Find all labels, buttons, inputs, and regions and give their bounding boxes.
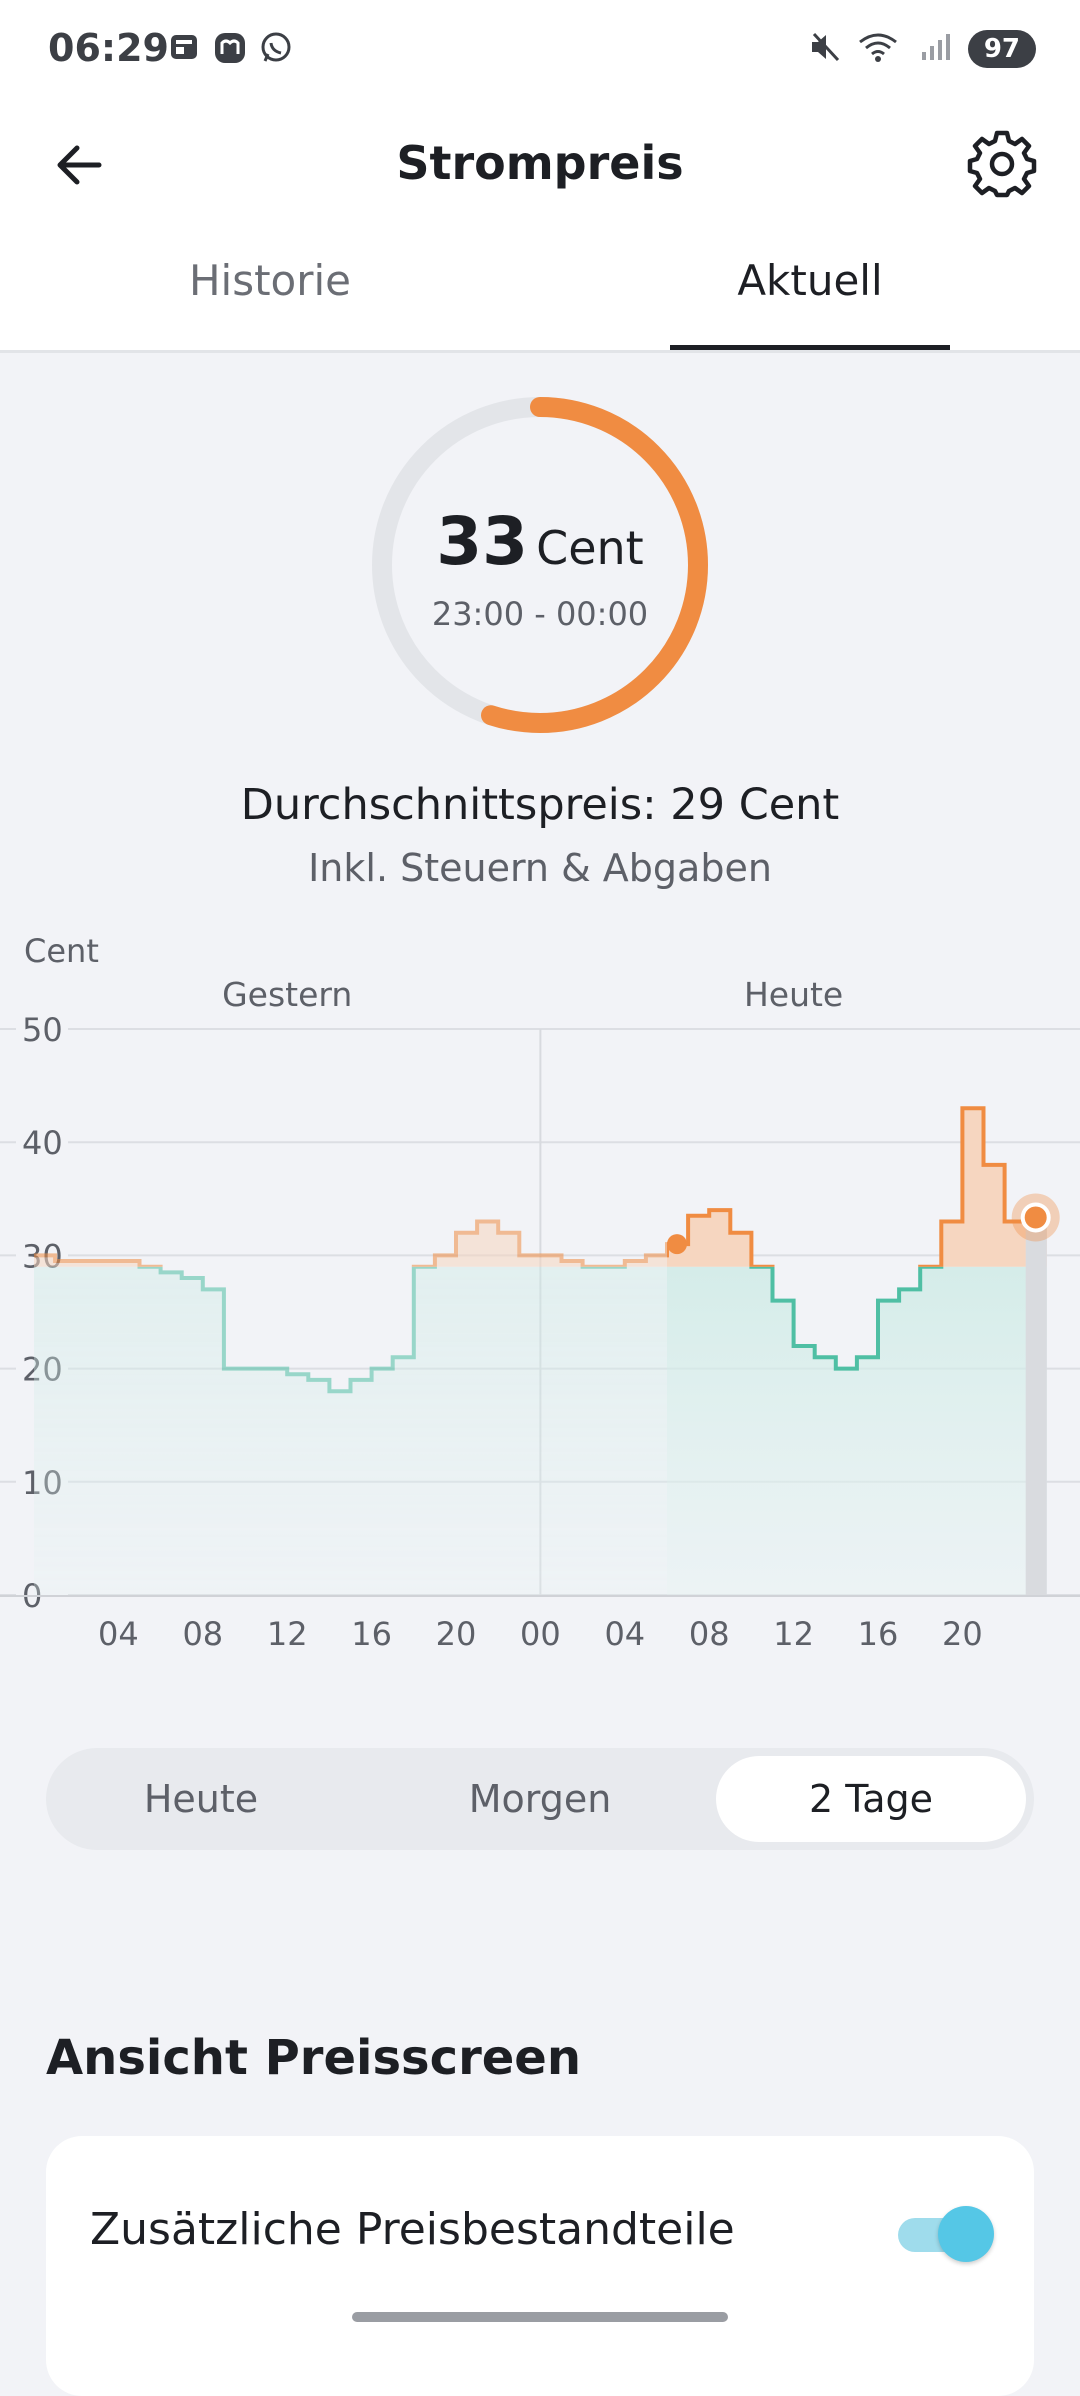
signal-icon — [918, 30, 952, 68]
x-tick-label: 08 — [182, 1615, 223, 1653]
status-bar: 06:29 97 — [0, 0, 1080, 100]
current-price-time: 23:00 - 00:00 — [431, 595, 649, 633]
x-tick-label: 20 — [436, 1615, 477, 1653]
range-option-2-tage[interactable]: 2 Tage — [716, 1756, 1026, 1842]
status-time: 06:29 — [48, 26, 169, 70]
range-selector: Heute Morgen 2 Tage — [46, 1748, 1034, 1850]
x-tick-label: 16 — [351, 1615, 392, 1653]
gear-icon — [967, 130, 1037, 198]
window-start-marker — [667, 1234, 687, 1255]
x-tick-label: 08 — [689, 1615, 730, 1653]
news-icon — [168, 30, 202, 70]
range-option-morgen[interactable]: Morgen — [468, 1777, 612, 1821]
current-area — [667, 1106, 1047, 1595]
settings-card: Zusätzliche Preisbestandteile — [46, 2136, 1034, 2396]
page-title: Strompreis — [396, 136, 684, 190]
x-tick-label: 20 — [942, 1615, 983, 1653]
chart-y-unit: Cent — [24, 932, 99, 970]
current-price-gauge: 33 Cent 23:00 - 00:00 — [370, 395, 710, 735]
tab-aktuell[interactable]: Aktuell — [737, 256, 883, 305]
wifi-icon — [858, 30, 902, 68]
period-label: Heute — [744, 975, 843, 1014]
y-tick-label-bg — [16, 1122, 68, 1163]
x-tick-label: 00 — [520, 1615, 561, 1653]
period-label: Gestern — [222, 975, 352, 1014]
arrow-left-icon — [57, 145, 102, 185]
past-area — [34, 1219, 667, 1595]
additional-price-components-label: Zusätzliche Preisbestandteile — [90, 2204, 735, 2255]
system-icons: 97 — [808, 30, 1036, 68]
current-hour-bar — [1025, 1221, 1047, 1595]
additional-price-components-toggle[interactable] — [898, 2202, 994, 2262]
y-tick-label-bg — [16, 1009, 68, 1049]
home-indicator[interactable] — [352, 2312, 728, 2322]
area-below-average — [34, 1266, 667, 1595]
series-line-below-average — [749, 1266, 944, 1371]
y-tick-label: 40 — [22, 1124, 63, 1162]
notification-icons — [168, 30, 294, 70]
app-header: Strompreis Historie Aktuell — [0, 100, 1080, 353]
battery-indicator: 97 — [967, 30, 1036, 68]
mute-icon — [808, 30, 842, 68]
current-price-value: 33 — [436, 503, 529, 580]
range-option-heute[interactable]: Heute — [143, 1777, 259, 1821]
back-button[interactable] — [44, 130, 114, 200]
price-chart[interactable]: 50403020100GesternHeute04081216200004081… — [0, 960, 1080, 1660]
toggle-knob — [938, 2206, 994, 2262]
whatsapp-icon — [258, 30, 294, 70]
x-tick-label: 16 — [858, 1615, 899, 1653]
x-tick-label: 12 — [773, 1615, 814, 1653]
current-price-marker — [1020, 1202, 1051, 1233]
x-tick-label: 04 — [98, 1615, 139, 1653]
area-above-average — [667, 1108, 1047, 1267]
gauge-progress — [372, 397, 708, 733]
average-price: Durchschnittspreis: 29 Cent — [240, 780, 840, 830]
mastodon-icon — [212, 30, 248, 70]
x-tick-label: 04 — [604, 1615, 645, 1653]
section-title: Ansicht Preisscreen — [46, 2030, 582, 2086]
series-line-above-average — [34, 1219, 667, 1267]
y-tick-label: 50 — [22, 1011, 63, 1049]
settings-button[interactable] — [964, 126, 1040, 202]
x-tick-label: 12 — [267, 1615, 308, 1653]
current-price-unit: Cent — [536, 521, 644, 575]
tab-historie[interactable]: Historie — [188, 256, 352, 305]
area-below-average — [667, 1266, 1047, 1595]
tax-note: Inkl. Steuern & Abgaben — [308, 846, 772, 890]
active-tab-indicator — [670, 345, 950, 350]
series-line-below-average — [137, 1266, 627, 1394]
